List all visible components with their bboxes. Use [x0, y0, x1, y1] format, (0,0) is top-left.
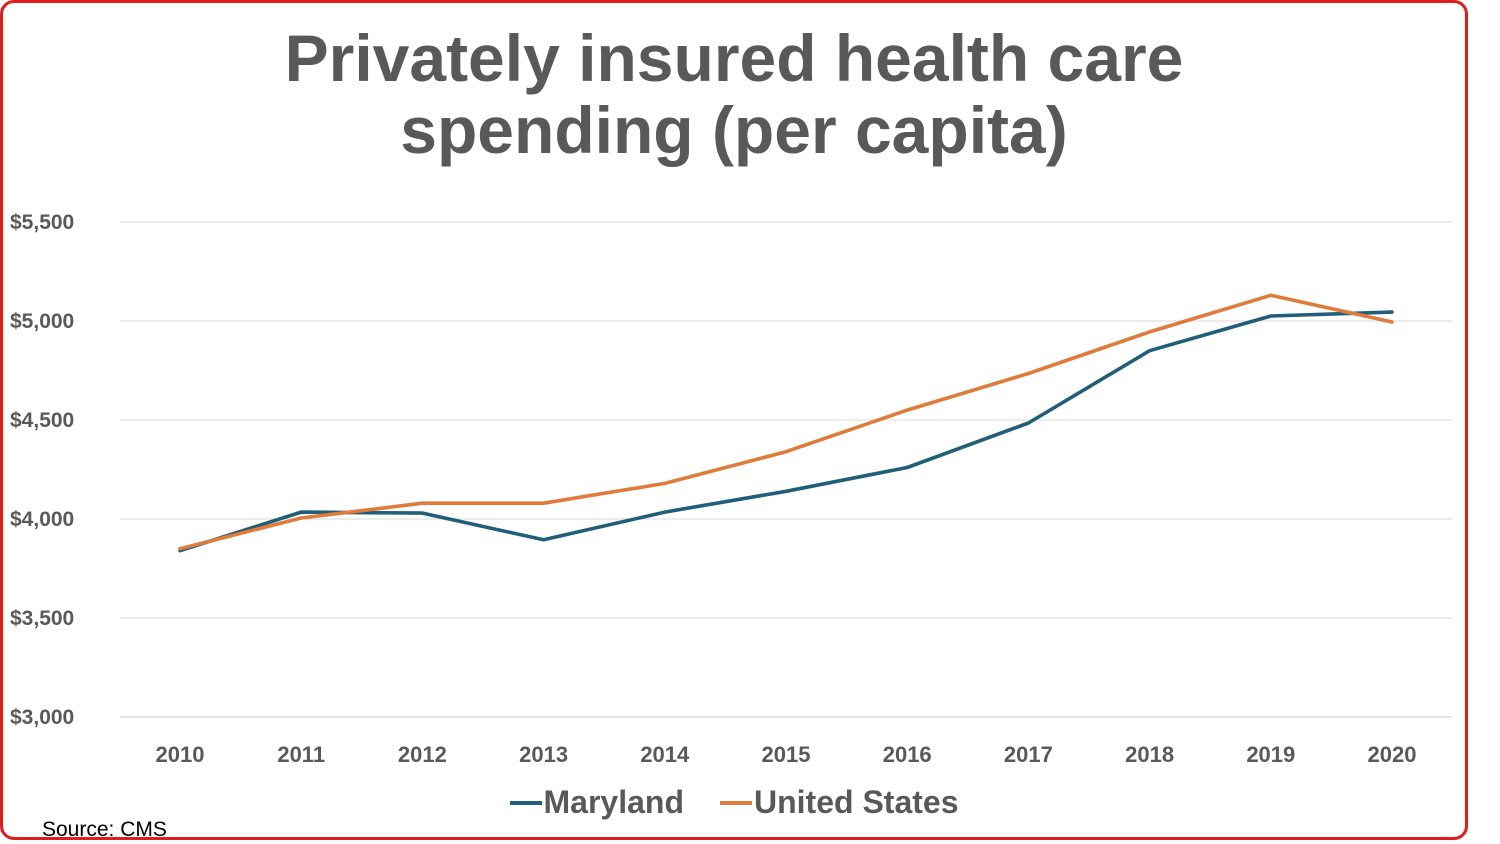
x-tick-label: 2011 — [277, 742, 325, 767]
x-tick-label: 2017 — [1004, 742, 1053, 767]
x-tick-label: 2010 — [156, 742, 205, 767]
x-tick-label: 2014 — [640, 742, 690, 767]
legend-swatch-maryland — [509, 800, 542, 805]
x-tick-label: 2012 — [398, 742, 447, 767]
y-tick-label: $5,000 — [10, 310, 74, 333]
y-tick-label: $4,500 — [10, 409, 74, 432]
x-tick-label: 2018 — [1125, 742, 1174, 767]
legend-label-maryland: Maryland — [543, 784, 684, 820]
series-line-united-states — [178, 293, 1394, 551]
series-line-maryland — [178, 310, 1394, 553]
x-tick-label: 2020 — [1368, 742, 1417, 767]
y-tick-label: $4,000 — [10, 508, 74, 531]
x-tick-label: 2015 — [762, 742, 811, 767]
chart-title-line-1: Privately insured health care — [284, 21, 1184, 95]
source-note: Source: CMS — [42, 818, 167, 841]
y-tick-label: $3,000 — [10, 706, 74, 729]
y-tick-label: $5,500 — [10, 211, 74, 234]
chart-title-line-2: spending (per capita) — [400, 93, 1068, 167]
legend-swatch-united-states — [720, 800, 752, 805]
legend-item-maryland: Maryland — [509, 784, 684, 821]
chart-title: Privately insured health care spending (… — [0, 22, 1468, 166]
chart-legend: Maryland United States — [0, 784, 1468, 821]
y-tick-label: $3,500 — [10, 607, 74, 630]
x-tick-label: 2016 — [883, 742, 932, 767]
x-tick-label: 2019 — [1246, 742, 1295, 767]
x-tick-label: 2013 — [519, 742, 568, 767]
legend-label-united-states: United States — [754, 784, 959, 820]
legend-item-united-states: United States — [720, 784, 958, 821]
